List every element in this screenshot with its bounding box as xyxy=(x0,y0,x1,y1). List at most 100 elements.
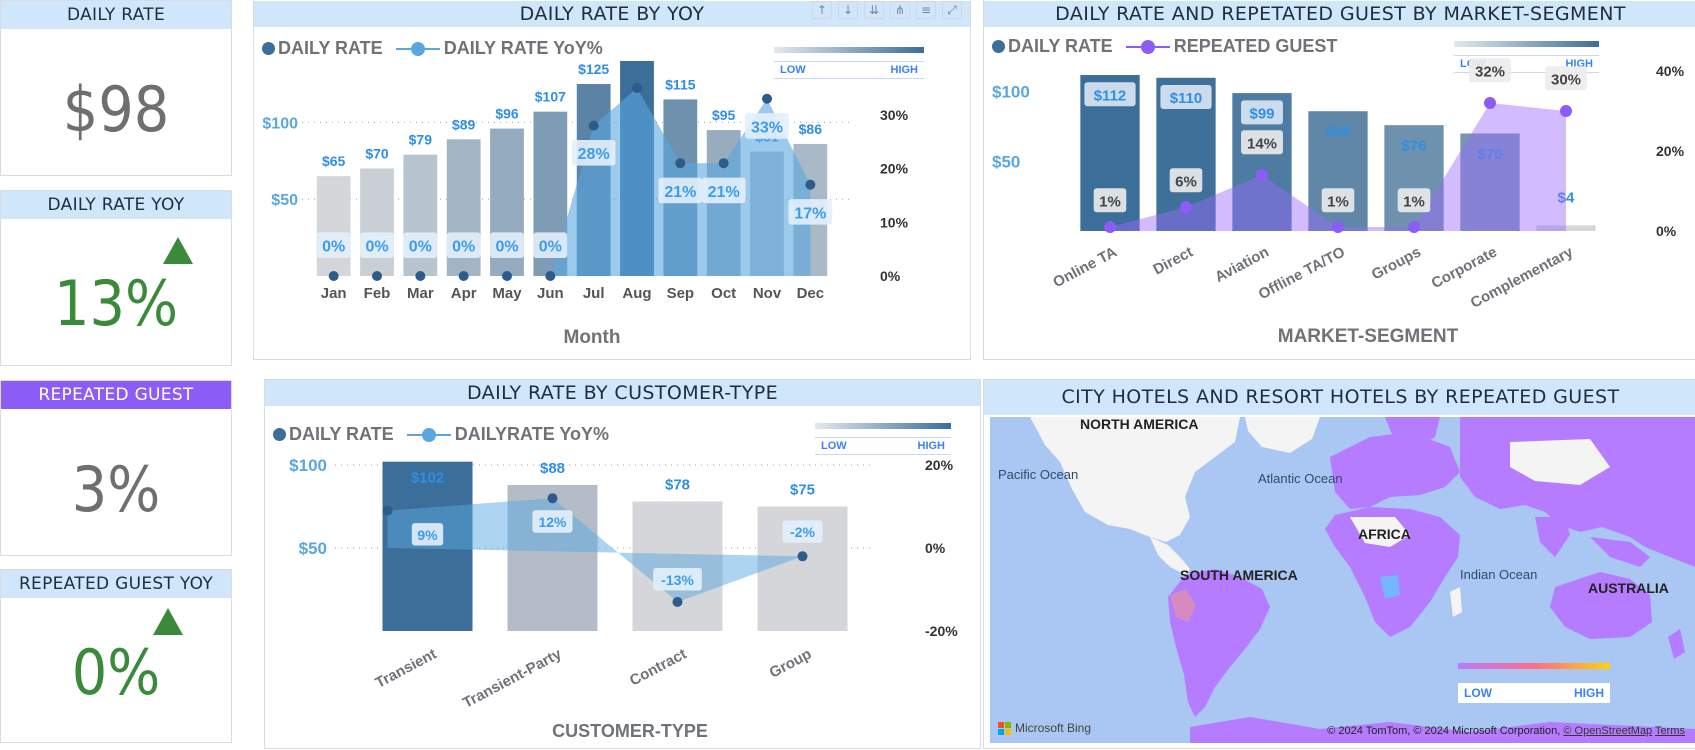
land-africa xyxy=(1325,507,1460,637)
bar-value-label-bg xyxy=(1241,100,1283,125)
y2-tick-label: 30% xyxy=(880,107,909,123)
scale-low: LOW xyxy=(780,64,806,76)
kpi-title: DAILY RATE xyxy=(1,1,231,29)
x-tick-label: Transient-Party xyxy=(460,645,565,712)
scale-low: LOW xyxy=(1464,686,1492,700)
land-madagascar xyxy=(1450,587,1462,617)
yoy-point xyxy=(547,493,558,504)
color-scale-legend: LOW HIGH xyxy=(815,423,951,455)
world-map[interactable]: NORTH AMERICA Pacific Ocean Atlantic Oce… xyxy=(990,417,1695,743)
scale-high: HIGH xyxy=(890,64,919,76)
x-tick-label: Aviation xyxy=(1212,244,1272,287)
legend-label-line: DAILYRATE YoY% xyxy=(454,424,610,444)
land-australia xyxy=(1550,572,1652,639)
x-tick-label: Feb xyxy=(364,285,391,302)
y2-tick-label: 20% xyxy=(925,457,954,473)
yoy-area xyxy=(333,88,811,276)
yoy-point xyxy=(632,83,642,93)
yoy-label-bg xyxy=(571,140,616,166)
yoy-label: -2% xyxy=(790,524,815,540)
terms-link[interactable]: Terms xyxy=(1655,725,1685,737)
repeated-point xyxy=(1560,105,1572,117)
land-nz xyxy=(1668,629,1685,659)
chart-rate-by-customer: DAILY RATE BY CUSTOMER-TYPE DAILY RATE D… xyxy=(264,379,981,749)
kpi-title: DAILY RATE YOY xyxy=(1,191,231,219)
legend-dot-icon xyxy=(273,428,286,441)
expand-all-icon[interactable]: ⇊ xyxy=(864,1,884,19)
bar-value-label: $112 xyxy=(1094,87,1127,104)
kpi-value: 3% xyxy=(71,453,161,526)
drill-up-icon[interactable]: ↑ xyxy=(812,1,832,19)
osm-link[interactable]: © OpenStreetMap xyxy=(1563,725,1653,737)
yoy-point xyxy=(805,179,816,190)
x-tick-label: Apr xyxy=(451,285,477,302)
bar-value-label-bg xyxy=(1160,85,1212,110)
bar-value-label: $99 xyxy=(1249,105,1274,122)
bar-value-label: $107 xyxy=(535,89,566,105)
repeated-label-bg xyxy=(1469,58,1511,83)
chart-legend: DAILY RATE DAILY RATE YoY% xyxy=(262,38,603,59)
legend-dot-icon xyxy=(992,40,1005,53)
repeated-point xyxy=(1408,221,1420,233)
legend-line-icon xyxy=(395,42,440,56)
yoy-label-bg xyxy=(446,232,481,258)
bar-value-label: $88 xyxy=(540,460,565,477)
filter-icon[interactable]: ≡ xyxy=(916,1,936,19)
yoy-label: 0% xyxy=(495,239,518,256)
map-label: Atlantic Ocean xyxy=(1258,471,1343,486)
chart-canvas: $100 $50 40% 20% 0% $112 Online TA $110 Direct $9… xyxy=(992,58,1685,347)
map-color-scale: LOW HIGH xyxy=(1458,663,1610,703)
repeated-label-bg xyxy=(1321,188,1355,213)
kpi-repeated-guest-yoy: REPEATED GUEST YOY 0% xyxy=(0,569,232,743)
bar-value-label: $86 xyxy=(799,121,823,137)
chart-title: CITY HOTELS AND RESORT HOTELS BY REPEATE… xyxy=(984,380,1695,415)
legend-line-icon xyxy=(1125,40,1170,54)
yoy-label: 28% xyxy=(578,146,610,163)
x-tick-label: Contract xyxy=(627,646,689,690)
x-tick-label: Transient xyxy=(373,646,440,692)
bing-label: Microsoft Bing xyxy=(1015,721,1092,735)
legend-label-line: DAILY RATE YoY% xyxy=(443,38,603,58)
x-tick-label: Jun xyxy=(537,285,564,302)
land-india xyxy=(1535,517,1570,557)
bar-value-label: $86 xyxy=(1325,123,1350,140)
bar-value-label: $75 xyxy=(790,482,815,499)
bar-value-label: $65 xyxy=(322,153,346,169)
y-tick-label: $50 xyxy=(271,192,298,209)
hierarchy-icon[interactable]: ⋔ xyxy=(890,1,910,19)
scale-high: HIGH xyxy=(1574,686,1604,700)
yoy-label-bg xyxy=(701,177,746,204)
chart-title: DAILY RATE BY YOY xyxy=(254,1,970,27)
repeated-label: 1% xyxy=(1099,193,1121,210)
bar-value-label: $78 xyxy=(665,477,690,494)
land-central-america xyxy=(1150,537,1190,575)
yoy-point xyxy=(328,271,339,281)
yoy-label: 0% xyxy=(409,239,432,256)
legend-label-bars: DAILY RATE xyxy=(289,424,394,444)
y2-tick-label: 20% xyxy=(880,161,909,177)
drill-down-icon[interactable]: ↓ xyxy=(838,1,858,19)
chart-canvas: $100 $50 30% 20% 10% 0% $65 Jan $70 Feb $79 Mar $89 A… xyxy=(262,61,909,348)
kpi-title: REPEATED GUEST YOY xyxy=(1,570,231,598)
land-angola xyxy=(1380,575,1400,599)
map-label: Pacific Ocean xyxy=(998,467,1078,482)
yoy-label-bg xyxy=(782,520,823,543)
repeated-label: 14% xyxy=(1247,135,1277,152)
bar-value-label: $96 xyxy=(495,106,519,122)
legend-label-bars: DAILY RATE xyxy=(278,38,383,58)
yoy-label-bg xyxy=(788,199,833,225)
legend-dot-icon xyxy=(262,42,275,55)
bar-value-label: $79 xyxy=(409,132,433,148)
bar xyxy=(1536,225,1596,231)
bar-value-label-bg xyxy=(1084,82,1136,107)
bar-value-label: $76 xyxy=(1401,137,1426,154)
land-sahara xyxy=(1350,517,1410,547)
repeated-point xyxy=(1332,221,1344,233)
focus-mode-icon[interactable]: ⤢ xyxy=(942,1,962,19)
bar xyxy=(360,168,394,276)
chart-canvas: $100 $50 20% 0% -20% $102 Transient $88 Transien… xyxy=(289,456,958,741)
x-tick-label: Online TA xyxy=(1050,243,1120,291)
yoy-label-bg xyxy=(490,232,524,258)
x-axis-title: Month xyxy=(564,327,621,348)
yoy-label: 0% xyxy=(539,239,562,256)
